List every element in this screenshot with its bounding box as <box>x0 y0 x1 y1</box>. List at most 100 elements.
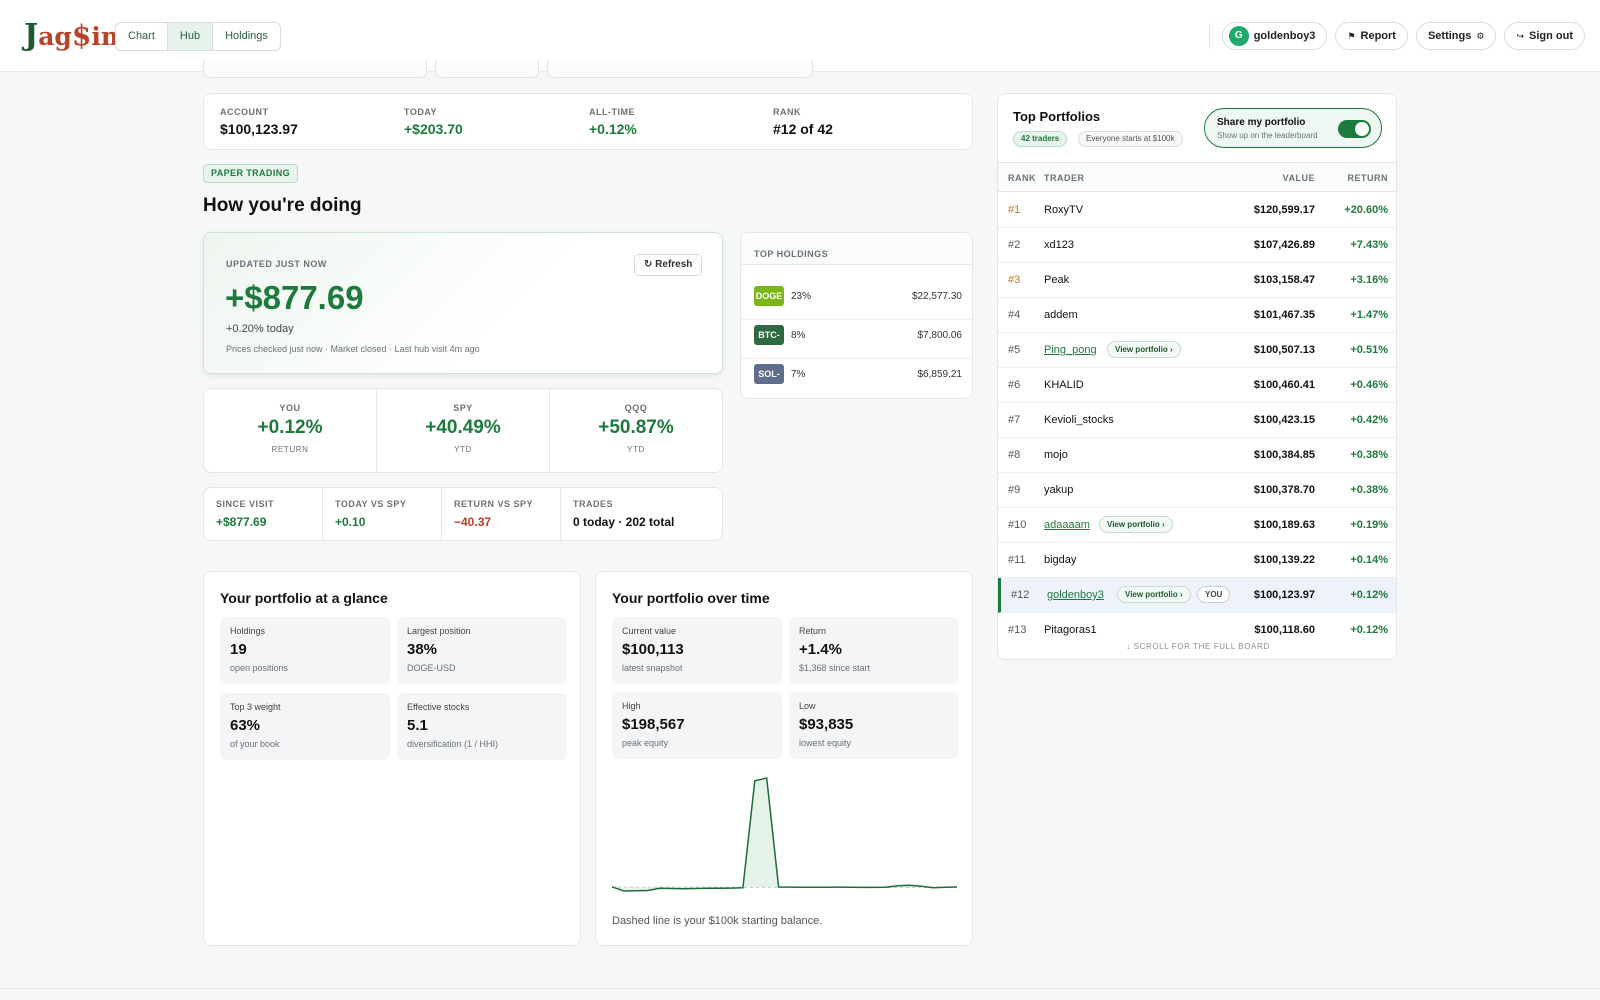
tab-hub[interactable]: Hub <box>167 23 214 50</box>
settings-button[interactable]: Settings ⚙ <box>1415 22 1497 50</box>
compare-spy: SPY +40.49% YTD <box>377 389 550 472</box>
value-cell: $101,467.35 <box>1253 309 1315 321</box>
return-cell: +1.47% <box>1350 309 1388 321</box>
return-cell: +3.16% <box>1350 274 1388 286</box>
updated-label: UPDATED JUST NOW <box>226 259 327 269</box>
glance-tile-top3: Top 3 weight 63% of your book <box>220 693 390 760</box>
scroll-hint: ↓ SCROLL FOR THE FULL BOARD <box>998 642 1396 651</box>
value-cell: $100,139.22 <box>1253 554 1315 566</box>
stat-trades: TRADES 0 today · 202 total <box>573 499 675 529</box>
leaderboard-title: Top Portfolios <box>1013 109 1101 124</box>
compare-you: YOU +0.12% RETURN <box>204 389 377 472</box>
signout-button[interactable]: ↪ Sign out <box>1504 22 1585 50</box>
table-row[interactable]: #3 Peak $103,158.47 +3.16% <box>998 263 1396 298</box>
return-cell: +0.38% <box>1350 449 1388 461</box>
trader-name[interactable]: adaaaam <box>1044 519 1090 531</box>
view-portfolio-button[interactable]: View portfolio › <box>1117 586 1191 603</box>
nav-tabs: Chart Hub Holdings <box>115 22 281 51</box>
holding-row[interactable]: SOL- 7% $6,859.21 <box>754 355 962 393</box>
glance-tile-holdings: Holdings 19 open positions <box>220 617 390 684</box>
value-cell: $100,384.85 <box>1253 449 1315 461</box>
tab-chart[interactable]: Chart <box>116 23 168 50</box>
divider <box>1208 23 1210 49</box>
return-cell: +0.19% <box>1350 519 1388 531</box>
rank-cell: #5 <box>1008 344 1021 356</box>
overtime-tile-low: Low $93,835 lowest equity <box>789 692 959 759</box>
holding-row[interactable]: BTC- 8% $7,800.06 <box>754 316 962 354</box>
table-row[interactable]: #9 yakup $100,378.70 +0.38% <box>998 473 1396 508</box>
leaderboard-card: Top Portfolios 42 traders Everyone start… <box>997 93 1397 660</box>
ticker-badge: DOGE <box>754 286 784 306</box>
tab-holdings[interactable]: Holdings <box>225 30 268 42</box>
ticker-badge: SOL- <box>754 364 784 384</box>
rank-cell: #9 <box>1008 484 1021 496</box>
start-balance-chip: Everyone starts at $100k <box>1078 131 1183 147</box>
trader-name: yakup <box>1044 484 1074 496</box>
trader-name: xd123 <box>1044 239 1074 251</box>
glance-tile-largest: Largest position 38% DOGE-USD <box>397 617 567 684</box>
exit-icon: ↪ <box>1516 31 1524 41</box>
trader-name: Pitagoras1 <box>1044 624 1097 636</box>
you-badge: YOU <box>1197 586 1231 603</box>
rank-cell: #8 <box>1008 449 1021 461</box>
return-cell: +0.51% <box>1350 344 1388 356</box>
trader-name: Peak <box>1044 274 1070 286</box>
trader-name: Kevioli_stocks <box>1044 414 1114 426</box>
app-logo[interactable]: Jag$im <box>24 18 128 53</box>
value-cell: $100,460.41 <box>1253 379 1315 391</box>
strip-segment <box>547 60 813 78</box>
table-row[interactable]: #1 RoxyTV $120,599.17 +20.60% <box>998 193 1396 228</box>
return-cell: +0.14% <box>1350 554 1388 566</box>
avatar: G <box>1228 26 1249 46</box>
view-portfolio-button[interactable]: View portfolio › <box>1107 341 1181 358</box>
table-row[interactable]: #8 mojo $100,384.85 +0.38% <box>998 438 1396 473</box>
share-toggle[interactable] <box>1338 120 1371 138</box>
share-portfolio-toggle-group[interactable]: Share my portfolio Show up on the leader… <box>1204 108 1382 148</box>
table-row[interactable]: #5 Ping_pong View portfolio › $100,507.13 +0… <box>998 333 1396 368</box>
value-cell: $120,599.17 <box>1253 204 1315 216</box>
rank-cell: #1 <box>1008 204 1021 216</box>
equity-chart <box>612 777 957 892</box>
leaderboard-header: RANK TRADER VALUE RETURN <box>998 162 1396 192</box>
trader-name[interactable]: goldenboy3 <box>1047 589 1104 601</box>
header-strip <box>203 60 813 78</box>
flag-icon: ⚑ <box>1347 31 1356 41</box>
user-controls: G goldenboy3 ⚑ Report Settings ⚙ ↪ Sign … <box>1208 22 1585 50</box>
portfolio-glance-card: Your portfolio at a glance Holdings 19 o… <box>203 571 581 946</box>
return-cell: +0.42% <box>1350 414 1388 426</box>
value-cell: $100,378.70 <box>1253 484 1315 496</box>
daily-change-card: UPDATED JUST NOW +$877.69 +0.20% today P… <box>203 232 723 374</box>
rank-cell: #6 <box>1008 379 1021 391</box>
return-cell: +0.46% <box>1350 379 1388 391</box>
refresh-button[interactable]: ↻ Refresh <box>634 254 703 276</box>
equity-area <box>612 778 957 891</box>
summary-account: ACCOUNT $100,123.97 <box>220 107 298 137</box>
strip-segment <box>203 60 427 78</box>
report-button[interactable]: ⚑ Report <box>1335 22 1408 50</box>
table-row[interactable]: #4 addem $101,467.35 +1.47% <box>998 298 1396 333</box>
overtime-tile-high: High $198,567 peak equity <box>612 692 782 759</box>
table-row[interactable]: #11 bigday $100,139.22 +0.14% <box>998 543 1396 578</box>
view-portfolio-button[interactable]: View portfolio › <box>1099 516 1173 533</box>
summary-rank: RANK #12 of 42 <box>773 107 833 137</box>
compare-qqq: QQQ +50.87% YTD <box>598 403 674 454</box>
rank-cell: #13 <box>1008 624 1027 636</box>
table-row[interactable]: #6 KHALID $100,460.41 +0.46% <box>998 368 1396 403</box>
table-row[interactable]: #7 Kevioli_stocks $100,423.15 +0.42% <box>998 403 1396 438</box>
table-row[interactable]: #10 adaaaam View portfolio › $100,189.63 +0.… <box>998 508 1396 543</box>
value-cell: $107,426.89 <box>1253 239 1315 251</box>
summary-alltime: ALL-TIME +0.12% <box>589 107 637 137</box>
daily-change-amount: +$877.69 <box>225 279 364 316</box>
trader-name[interactable]: Ping_pong <box>1044 344 1097 356</box>
trader-name: KHALID <box>1044 379 1084 391</box>
divider <box>741 358 974 359</box>
user-menu-button[interactable]: G goldenboy3 <box>1221 22 1328 50</box>
holding-row[interactable]: DOGE 23% $22,577.30 <box>754 277 962 315</box>
table-row[interactable]: #12 goldenboy3 View portfolio › YOU $100,123… <box>998 578 1396 613</box>
rank-cell: #7 <box>1008 414 1021 426</box>
rank-cell: #12 <box>1011 589 1030 601</box>
table-row[interactable]: #2 xd123 $107,426.89 +7.43% <box>998 228 1396 263</box>
value-cell: $100,123.97 <box>1253 589 1315 601</box>
return-cell: +7.43% <box>1350 239 1388 251</box>
gear-icon: ⚙ <box>1476 31 1485 41</box>
